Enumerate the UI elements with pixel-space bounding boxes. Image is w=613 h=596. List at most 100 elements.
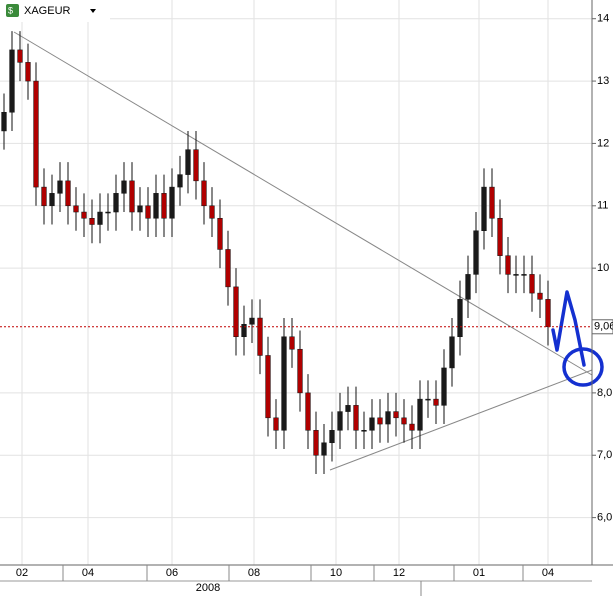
- y-tick-label: 8,0: [597, 387, 612, 399]
- candle-body: [89, 218, 95, 225]
- candle-body: [193, 149, 199, 182]
- candle-body: [537, 292, 543, 300]
- candle-body: [281, 336, 287, 431]
- candle-body: [241, 324, 247, 338]
- x-tick-label: 01: [473, 567, 485, 579]
- candle-body: [481, 186, 487, 231]
- candle-body: [329, 430, 335, 444]
- candle-body: [513, 274, 519, 276]
- candle-body: [105, 211, 111, 214]
- chart-title: XAGEUR: [24, 5, 71, 17]
- trend-line: [329, 369, 593, 471]
- symbol-icon: [6, 4, 19, 17]
- candle-body: [249, 317, 255, 325]
- candle-body: [417, 398, 423, 431]
- candle-body: [217, 218, 223, 250]
- candle-body: [313, 430, 319, 456]
- x-tick-label: 04: [542, 567, 554, 579]
- candle-body: [425, 398, 431, 401]
- candle-body: [57, 180, 63, 194]
- header-bg: [0, 0, 110, 22]
- candle-body: [9, 49, 15, 113]
- candle-body: [25, 62, 31, 82]
- dropdown[interactable]: [90, 9, 96, 13]
- candle-body: [529, 274, 535, 294]
- candle-body: [441, 367, 447, 406]
- candle-body: [169, 186, 175, 219]
- candle-body: [497, 218, 503, 256]
- y-tick-label: 13: [597, 75, 609, 87]
- candle-body: [65, 180, 71, 207]
- candle-body: [273, 417, 279, 431]
- candle-body: [137, 205, 143, 213]
- candle-body: [225, 249, 231, 288]
- candle-body: [161, 193, 167, 219]
- last-price-box: [591, 319, 613, 335]
- candle-body: [545, 299, 551, 328]
- candle-body: [121, 180, 127, 194]
- candle-body: [233, 286, 239, 338]
- candle-body: [521, 274, 527, 276]
- candle-body: [433, 398, 439, 406]
- y-tick-label: 10: [597, 262, 609, 274]
- y-tick-label: 6,0: [597, 512, 612, 524]
- candle-body: [145, 205, 151, 219]
- candle-body: [289, 336, 295, 350]
- candle-body: [297, 348, 303, 394]
- candle-body: [401, 417, 407, 425]
- y-tick-label: 12: [597, 137, 609, 149]
- candle-body: [113, 193, 119, 213]
- candle-body: [257, 317, 263, 356]
- candle-body: [41, 186, 47, 207]
- candle-body: [361, 430, 367, 432]
- last-price-label: 9,06: [594, 321, 613, 333]
- axes: 14 13 12 11 10 8,0 7,0 6,0 02 04 06 08 10 12 01 04 2008: [16, 13, 612, 596]
- y-tick-label: 7,0: [597, 449, 612, 461]
- candle-body: [153, 193, 159, 219]
- year-label: 2008: [196, 582, 220, 594]
- candle-body: [505, 255, 511, 275]
- grid: [0, 0, 592, 565]
- candle-body: [33, 80, 39, 188]
- candle-body: [209, 205, 215, 219]
- x-tick-label: 04: [82, 567, 94, 579]
- candle-body: [345, 405, 351, 412]
- y-tick-label: 11: [597, 200, 608, 212]
- icon-glyph: $: [8, 5, 13, 15]
- candle-body: [457, 299, 463, 338]
- x-tick-label: 06: [166, 567, 178, 579]
- x-tick-label: 10: [330, 567, 342, 579]
- candle-body: [465, 274, 471, 300]
- candle-body: [129, 180, 135, 213]
- candle-body: [305, 392, 311, 431]
- candle-body: [265, 355, 271, 419]
- annotation-circle: [562, 347, 604, 387]
- candle-body: [321, 442, 327, 456]
- trend-line: [13, 31, 593, 376]
- candle-body: [177, 174, 183, 188]
- candle-body: [81, 211, 87, 219]
- candle-body: [185, 149, 191, 175]
- candle-body: [489, 186, 495, 219]
- x-tick-label: 12: [393, 567, 405, 579]
- candle-body: [17, 49, 23, 63]
- x-tick-label: 08: [248, 567, 260, 579]
- annotation: [551, 290, 604, 387]
- candle-body: [385, 411, 391, 425]
- annotation-arrow: [551, 290, 586, 367]
- candle-body: [201, 180, 207, 207]
- candle-body: [97, 211, 103, 225]
- candle-body: [73, 205, 79, 213]
- candle-body: [337, 411, 343, 431]
- candle-body: [1, 112, 7, 132]
- candle-body: [449, 336, 455, 369]
- candle-body: [473, 230, 479, 275]
- candle-body: [377, 417, 383, 425]
- candles: [1, 31, 551, 474]
- candle-body: [353, 405, 359, 431]
- candle-body: [49, 193, 55, 207]
- x-tick-label: 02: [16, 567, 28, 579]
- y-tick-label: 14: [597, 13, 609, 25]
- candle-body: [409, 423, 415, 431]
